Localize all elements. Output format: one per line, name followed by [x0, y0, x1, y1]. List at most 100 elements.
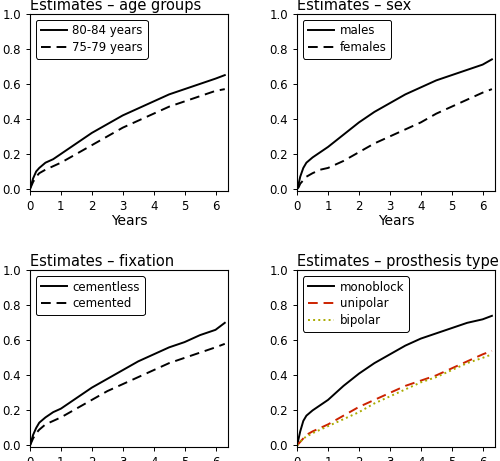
cemented — [42, 422, 48, 427]
cementless — [33, 425, 39, 431]
males — [296, 181, 302, 186]
females — [297, 181, 303, 186]
Legend: cementless, cemented: cementless, cemented — [36, 276, 144, 315]
unipolar — [300, 436, 306, 441]
cementless — [30, 432, 36, 437]
monoblock — [296, 436, 302, 441]
75-79 years — [166, 104, 172, 109]
cementless — [27, 443, 33, 448]
80-84 years — [212, 76, 218, 82]
80-84 years — [166, 92, 172, 97]
unipolar — [356, 404, 362, 410]
females — [310, 171, 316, 176]
unipolar — [304, 432, 310, 437]
females — [387, 134, 393, 139]
bipolar — [340, 416, 346, 422]
monoblock — [402, 343, 408, 349]
X-axis label: Years: Years — [110, 214, 147, 228]
monoblock — [325, 397, 331, 402]
males — [356, 120, 362, 125]
Line: 75-79 years: 75-79 years — [30, 89, 225, 189]
Line: 80-84 years: 80-84 years — [30, 75, 225, 189]
bipolar — [418, 379, 424, 385]
cemented — [222, 341, 228, 347]
cementless — [58, 406, 64, 411]
cemented — [166, 361, 172, 366]
80-84 years — [89, 130, 95, 136]
cementless — [50, 409, 56, 415]
75-79 years — [197, 94, 203, 99]
monoblock — [448, 325, 454, 331]
75-79 years — [27, 186, 33, 192]
75-79 years — [104, 134, 110, 139]
80-84 years — [50, 156, 56, 162]
bipolar — [489, 352, 495, 357]
cementless — [166, 344, 172, 350]
males — [294, 186, 300, 192]
unipolar — [402, 383, 408, 389]
unipolar — [318, 425, 324, 431]
80-84 years — [182, 86, 188, 92]
females — [340, 158, 346, 164]
cemented — [36, 427, 43, 432]
males — [304, 160, 310, 165]
cemented — [74, 406, 80, 411]
cementless — [197, 332, 203, 338]
75-79 years — [30, 179, 36, 185]
cemented — [150, 367, 156, 373]
bipolar — [402, 387, 408, 392]
monoblock — [418, 336, 424, 341]
males — [464, 67, 470, 73]
80-84 years — [58, 151, 64, 157]
Text: Estimates – fixation: Estimates – fixation — [30, 254, 174, 269]
cementless — [120, 367, 126, 373]
80-84 years — [33, 169, 39, 174]
80-84 years — [28, 181, 34, 186]
males — [340, 132, 346, 137]
females — [296, 184, 302, 190]
males — [300, 165, 306, 171]
cemented — [58, 414, 64, 420]
males — [489, 57, 495, 62]
females — [480, 90, 486, 95]
monoblock — [310, 408, 316, 413]
males — [387, 100, 393, 106]
monoblock — [318, 402, 324, 408]
males — [448, 72, 454, 78]
cemented — [89, 397, 95, 402]
80-84 years — [30, 176, 36, 181]
monoblock — [387, 352, 393, 357]
unipolar — [434, 372, 440, 378]
females — [434, 111, 440, 117]
cementless — [74, 396, 80, 401]
monoblock — [480, 317, 486, 322]
75-79 years — [150, 111, 156, 117]
cemented — [135, 374, 141, 380]
75-79 years — [74, 151, 80, 157]
females — [372, 141, 378, 146]
80-84 years — [120, 112, 126, 118]
monoblock — [464, 320, 470, 325]
males — [325, 144, 331, 150]
males — [372, 109, 378, 115]
females — [489, 86, 495, 92]
unipolar — [418, 378, 424, 384]
unipolar — [448, 366, 454, 371]
bipolar — [304, 434, 310, 439]
cementless — [222, 320, 228, 325]
unipolar — [296, 441, 302, 446]
Legend: 80-84 years, 75-79 years: 80-84 years, 75-79 years — [36, 20, 148, 59]
females — [356, 149, 362, 155]
75-79 years — [42, 167, 48, 172]
monoblock — [297, 429, 303, 434]
Line: cementless: cementless — [30, 323, 225, 445]
cementless — [182, 339, 188, 345]
males — [480, 62, 486, 67]
unipolar — [297, 439, 303, 445]
unipolar — [480, 352, 486, 357]
Line: females: females — [297, 89, 492, 189]
males — [418, 85, 424, 90]
75-79 years — [58, 160, 64, 165]
females — [325, 165, 331, 171]
cemented — [104, 388, 110, 394]
